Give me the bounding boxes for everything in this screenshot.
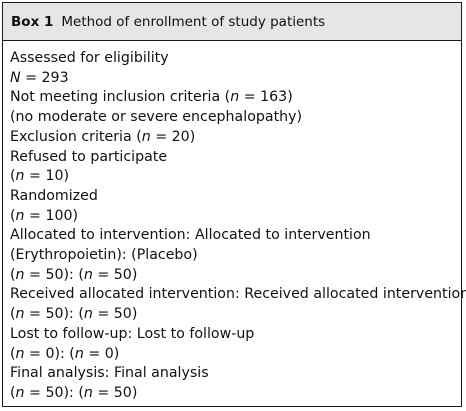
text-segment: = 163) [239, 89, 293, 106]
text-segment: = 50) [92, 266, 138, 283]
body-line: (n = 50): (n = 50) [10, 305, 461, 325]
text-segment: = 293 [20, 69, 69, 86]
text-segment: = 0): ( [24, 345, 75, 362]
text-segment: = 50) [92, 384, 138, 401]
text-segment: ( [10, 345, 16, 362]
body-line: Received allocated intervention: Receive… [10, 285, 466, 305]
body-line: (n = 50): (n = 50) [10, 384, 461, 404]
text-segment: = 0) [83, 345, 120, 362]
text-segment: = 10) [24, 168, 70, 185]
box-body: Assessed for eligibility N = 293 Not meeti… [3, 41, 466, 404]
text-segment: = 50): ( [24, 306, 84, 323]
text-segment: ( [10, 207, 16, 224]
text-segment: (no moderate or severe encephalopathy) [10, 109, 303, 126]
italic-variable: n [74, 345, 84, 362]
body-line: Assessed for eligibility [10, 49, 461, 69]
italic-variable: n [15, 266, 25, 283]
text-segment: Lost to follow-up: Lost to follow-up [10, 325, 255, 342]
body-line: Refused to participate [10, 148, 461, 168]
body-line: Exclusion criteria (n = 20) [10, 128, 461, 148]
italic-variable: n [15, 168, 25, 185]
text-segment: Received allocated intervention: Receive… [10, 286, 466, 303]
body-line: Lost to follow-up: Lost to follow-up [10, 325, 461, 345]
italic-variable: n [15, 384, 25, 401]
body-line: Randomized [10, 187, 461, 207]
text-segment: Final analysis: Final analysis [10, 365, 209, 382]
box-title: Method of enrollment of study patients [61, 13, 326, 30]
italic-variable: n [15, 207, 25, 224]
body-line: Allocated to intervention: Allocated to … [10, 226, 461, 246]
body-line: (n = 100) [10, 207, 461, 227]
text-segment: ( [10, 306, 16, 323]
text-segment: Assessed for eligibility [10, 50, 169, 66]
italic-variable: n [83, 306, 93, 323]
text-segment: Exclusion criteria ( [10, 128, 142, 145]
body-line: N = 293 [10, 69, 461, 89]
body-line: (Erythropoietin): (Placebo) [10, 246, 461, 266]
text-segment: = 50): ( [24, 266, 84, 283]
text-segment: ( [10, 168, 16, 185]
body-line: (n = 0): (n = 0) [10, 345, 461, 365]
italic-variable: N [10, 69, 21, 86]
italic-variable: n [15, 306, 25, 323]
text-segment: = 50): ( [24, 384, 84, 401]
italic-variable: n [83, 384, 93, 401]
italic-variable: n [15, 345, 25, 362]
text-segment: ( [10, 266, 16, 283]
italic-variable: n [141, 128, 151, 145]
box-header: Box 1 Method of enrollment of study pati… [3, 3, 461, 41]
text-segment: Refused to participate [10, 148, 168, 165]
text-segment: = 100) [24, 207, 79, 224]
text-segment: Not meeting inclusion criteria ( [10, 89, 231, 106]
text-segment: = 20) [150, 128, 196, 145]
italic-variable: n [230, 89, 240, 106]
body-line: (no moderate or severe encephalopathy) [10, 108, 461, 128]
text-segment: = 50) [92, 306, 138, 323]
text-segment: Randomized [10, 187, 98, 204]
body-line: Not meeting inclusion criteria (n = 163) [10, 88, 461, 108]
text-segment: Allocated to intervention: Allocated to … [10, 227, 371, 244]
body-line: (n = 50): (n = 50) [10, 266, 461, 286]
body-line: (n = 10) [10, 167, 461, 187]
box-label: Box 1 [11, 13, 54, 30]
italic-variable: n [83, 266, 93, 283]
text-segment: ( [10, 384, 16, 401]
body-line: Final analysis: Final analysis [10, 364, 461, 384]
text-segment: (Erythropoietin): (Placebo) [10, 247, 198, 264]
